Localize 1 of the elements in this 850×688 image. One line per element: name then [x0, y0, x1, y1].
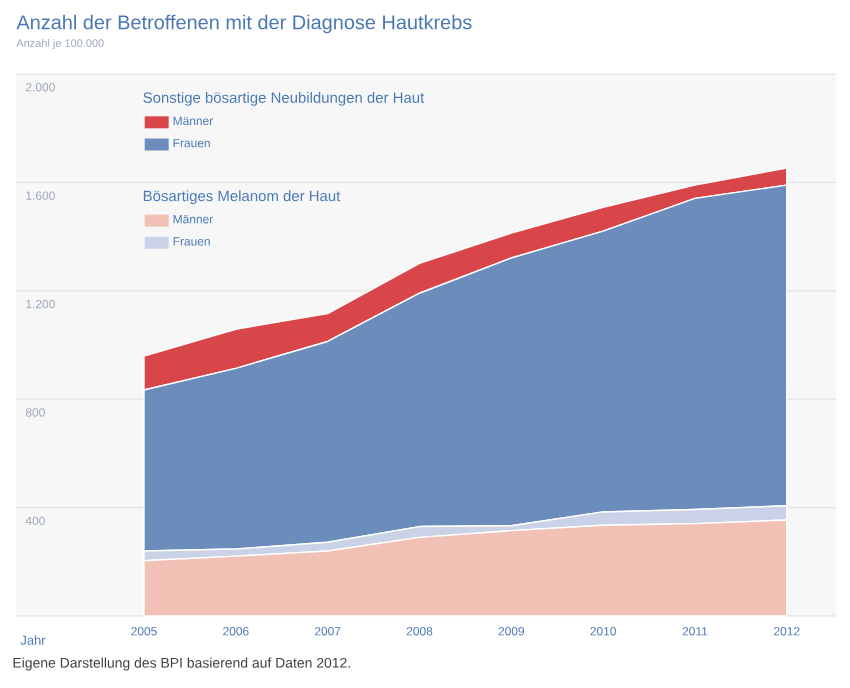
chart-title: Anzahl der Betroffenen mit der Diagnose Hautkrebs [16, 14, 472, 34]
